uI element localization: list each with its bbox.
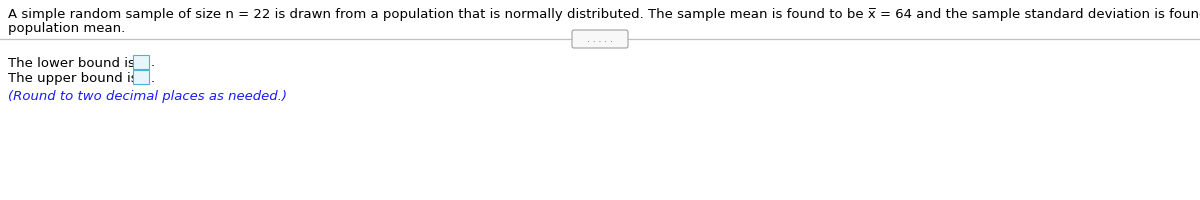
Text: The upper bound is: The upper bound is bbox=[8, 72, 138, 85]
FancyBboxPatch shape bbox=[133, 56, 149, 70]
FancyBboxPatch shape bbox=[133, 71, 149, 85]
Text: . . . . .: . . . . . bbox=[587, 35, 613, 44]
Text: .: . bbox=[151, 56, 155, 69]
Text: .: . bbox=[151, 71, 155, 84]
FancyBboxPatch shape bbox=[572, 31, 628, 49]
Text: A simple random sample of size n = 22 is drawn from a population that is normall: A simple random sample of size n = 22 is… bbox=[8, 8, 1200, 21]
Text: The lower bound is: The lower bound is bbox=[8, 57, 134, 70]
Text: (Round to two decimal places as needed.): (Round to two decimal places as needed.) bbox=[8, 90, 287, 102]
Text: population mean.: population mean. bbox=[8, 22, 125, 35]
